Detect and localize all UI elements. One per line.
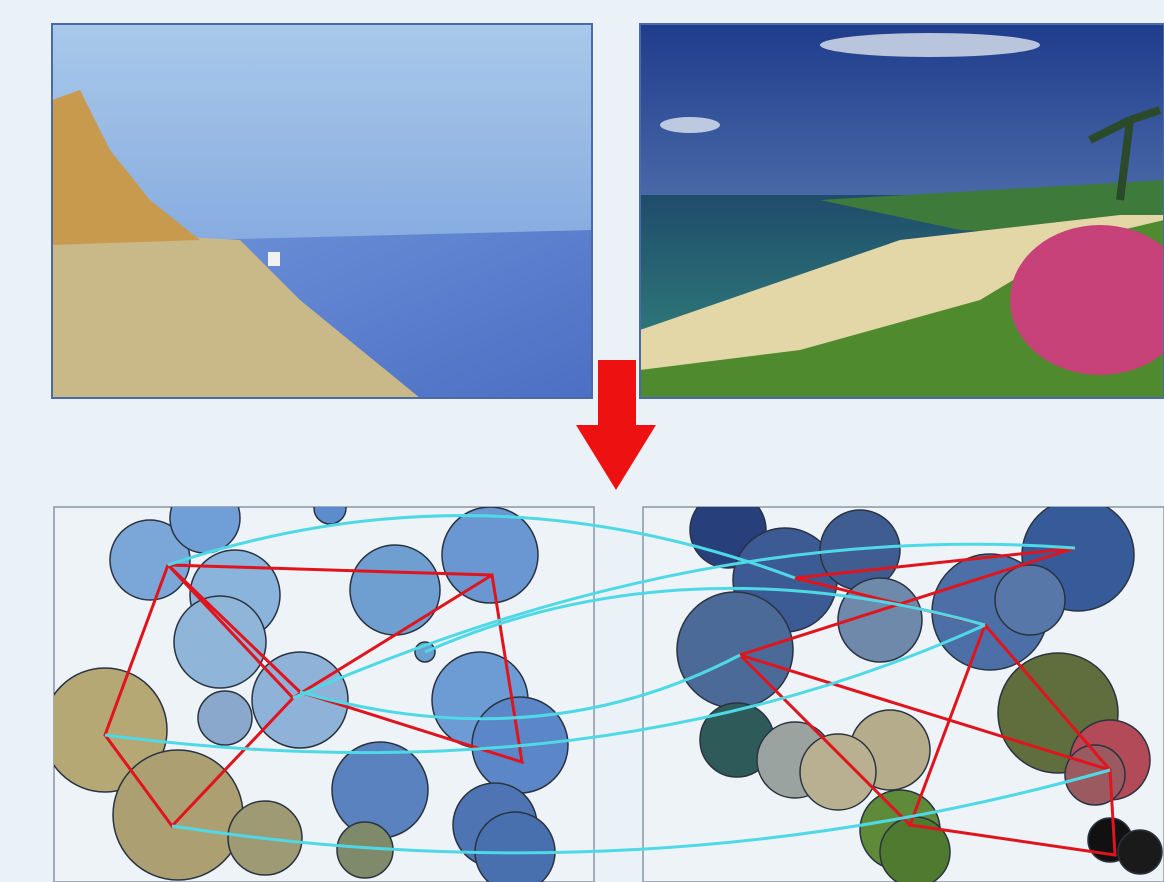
photo-left (52, 24, 592, 398)
arrow (576, 360, 656, 490)
photo-right (640, 24, 1164, 398)
correspondences (104, 514, 1111, 855)
graph-right (735, 546, 1117, 857)
regions-left (54, 507, 569, 882)
